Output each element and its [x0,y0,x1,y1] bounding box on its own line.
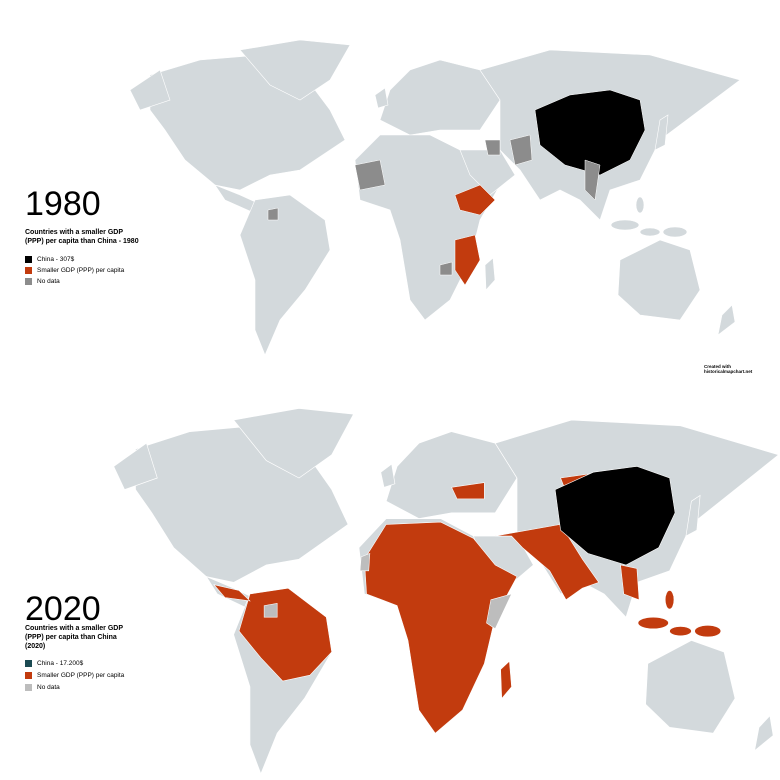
legend-item: No data [25,278,60,285]
legend-label: No data [37,684,60,691]
swatch [25,660,32,667]
swatch [25,684,32,691]
year: 2020 [25,590,101,628]
legend-title: Countries with a smaller GDP (PPP) per c… [25,625,123,650]
legend-item: Smaller GDP (PPP) per capita [25,267,124,274]
map-1980 [129,39,741,356]
swatch [25,278,32,285]
legend-item: China - 307$ [25,256,74,263]
swatch [25,256,32,263]
legend-label: No data [37,278,60,285]
legend-item: No data [25,684,60,691]
legend-label: China - 17.200$ [37,660,84,667]
swatch [25,267,32,274]
legend-label: China - 307$ [37,256,75,263]
swatch [25,672,32,679]
year: 1980 [25,185,101,223]
legend-label: Smaller GDP (PPP) per capita [37,267,125,274]
credit: Created with historicalmapchart.net [704,364,753,374]
legend-item: China - 17.200$ [25,660,83,667]
legend-title: Countries with a smaller GDP (PPP) per c… [25,229,139,245]
legend-label: Smaller GDP (PPP) per capita [37,672,125,679]
legend-item: Smaller GDP (PPP) per capita [25,672,124,679]
map-2020 [113,408,779,775]
